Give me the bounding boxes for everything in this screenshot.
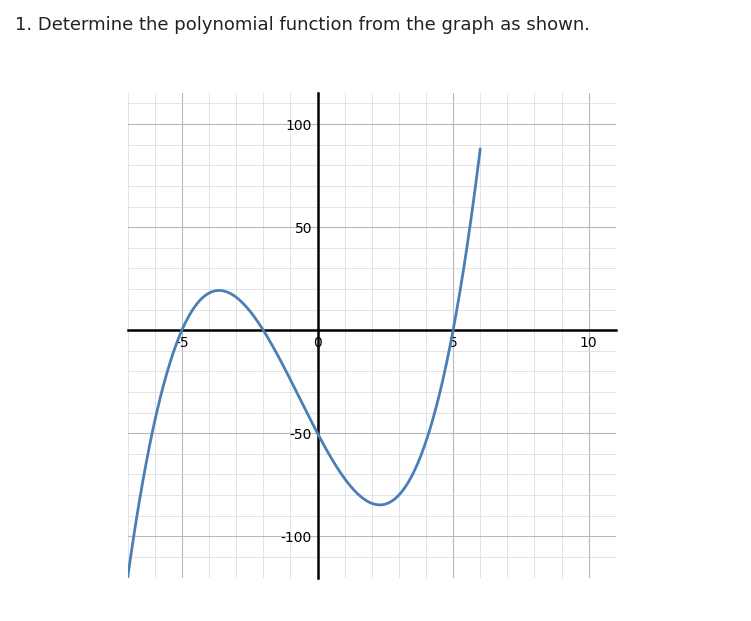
Text: 1. Determine the polynomial function from the graph as shown.: 1. Determine the polynomial function fro…	[15, 16, 590, 34]
